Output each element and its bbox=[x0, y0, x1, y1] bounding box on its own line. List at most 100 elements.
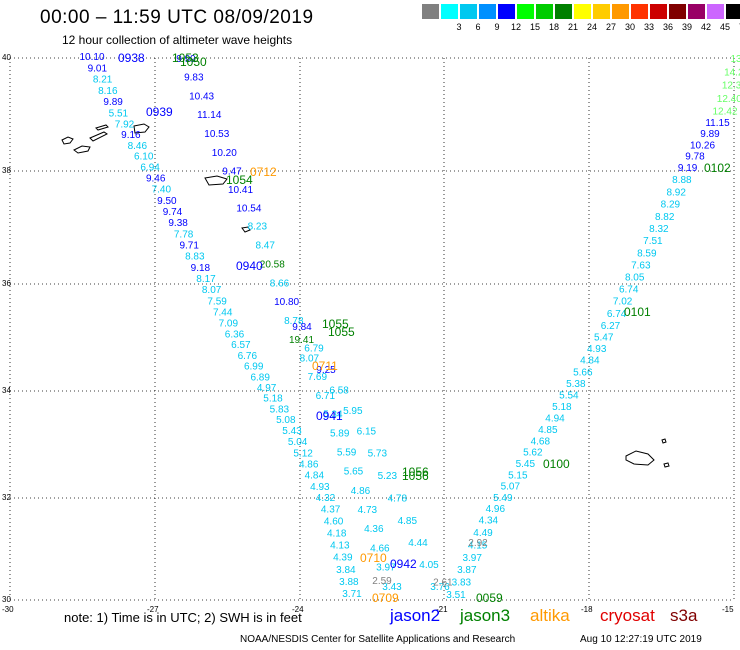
chart-title: 00:00 – 11:59 UTC 08/09/2019 bbox=[40, 7, 314, 28]
swh-value: 5.89 bbox=[330, 429, 350, 440]
swh-value: 4.85 bbox=[538, 425, 558, 436]
swh-value: 5.65 bbox=[344, 467, 364, 478]
swh-value: 7.63 bbox=[631, 260, 651, 271]
swh-value: 9.46 bbox=[146, 173, 166, 184]
swh-value: 9.16 bbox=[121, 130, 141, 141]
colorbar-swatch bbox=[574, 4, 591, 19]
swh-value: 5.18 bbox=[263, 394, 283, 405]
swh-value: 7.59 bbox=[207, 296, 227, 307]
colorbar-label: 30 bbox=[624, 22, 635, 32]
pass-time-label: 1050 bbox=[180, 55, 207, 69]
colorbar-label: 39 bbox=[681, 22, 692, 32]
swh-value: 4.86 bbox=[299, 459, 319, 470]
island bbox=[95, 124, 109, 131]
legend-s3a: s3a bbox=[670, 606, 698, 625]
colorbar-label: 27 bbox=[605, 22, 616, 32]
colorbar-swatch bbox=[650, 4, 667, 19]
colorbar-swatch bbox=[422, 4, 439, 19]
lon-tick-label: -27 bbox=[147, 605, 159, 614]
island bbox=[625, 450, 655, 466]
swh-value: 9.01 bbox=[88, 63, 108, 74]
pass-time-label: 0941 bbox=[316, 409, 343, 423]
pass-time-label: 1056 bbox=[402, 469, 429, 483]
swh-value: 5.95 bbox=[343, 406, 363, 417]
colorbar-swatch bbox=[669, 4, 686, 19]
track-jason2-desc-3: 9.84 6.79 9.25 6.58 5.95 6.15 5.73 5.23 4.78 4.85… bbox=[292, 322, 450, 593]
swh-value: 5.15 bbox=[508, 470, 528, 481]
pass-time-label: 0100 bbox=[543, 457, 570, 471]
colorbar-label: 42 bbox=[700, 22, 711, 32]
swh-value: 8.66 bbox=[270, 278, 290, 289]
swh-value: 6.58 bbox=[329, 386, 349, 397]
colorbar-label: 33 bbox=[643, 22, 654, 32]
swh-value: 8.83 bbox=[185, 252, 205, 263]
swh-value: 9.99 bbox=[176, 54, 196, 65]
pass-time-label: 0712 bbox=[250, 165, 277, 179]
colorbar-label: 70 bbox=[733, 22, 740, 32]
island bbox=[661, 438, 667, 444]
swh-value: 4.18 bbox=[327, 529, 347, 540]
colorbar-label: 24 bbox=[586, 22, 597, 32]
pass-time-label: 0059 bbox=[476, 591, 503, 605]
swh-value: 8.78 bbox=[284, 316, 304, 327]
swh-value: 5.62 bbox=[523, 448, 543, 459]
island bbox=[204, 175, 228, 186]
swh-value: 6.74 bbox=[607, 309, 627, 320]
swh-value: 8.88 bbox=[672, 175, 692, 186]
swh-value: 10.80 bbox=[274, 297, 299, 308]
swh-value: 4.44 bbox=[408, 538, 428, 549]
altimeter-tracks: 10.109.018.218.169.895.517.929.168.466.1… bbox=[79, 52, 740, 601]
swh-value: 5.47 bbox=[594, 333, 614, 344]
swh-value: 5.73 bbox=[368, 449, 388, 460]
swh-value: 4.96 bbox=[486, 504, 506, 515]
swh-value: 4.66 bbox=[370, 543, 390, 554]
swh-value: 4.36 bbox=[364, 524, 384, 535]
colorbar-swatch bbox=[460, 4, 477, 19]
swh-value: 3.71 bbox=[342, 589, 362, 600]
colorbar-swatch bbox=[517, 4, 534, 19]
track-jason3-asc: 13 14.2 12.3 12.40 12.4211.159.8910.269.789.… bbox=[446, 54, 740, 601]
lon-tick-label: -24 bbox=[292, 605, 304, 614]
swh-value: 7.40 bbox=[152, 185, 172, 196]
swh-value: 4.97 bbox=[257, 383, 277, 394]
swh-value: 4.86 bbox=[351, 486, 371, 497]
swh-value: 4.37 bbox=[321, 504, 341, 515]
azores-islands bbox=[61, 123, 670, 468]
swh-value: 10.41 bbox=[228, 185, 253, 196]
swh-value: 5.04 bbox=[288, 437, 308, 448]
swh-value: 9.71 bbox=[179, 240, 199, 251]
swh-value: 10.20 bbox=[212, 148, 237, 159]
swh-value: 3.43 bbox=[382, 582, 402, 593]
swh-value: 4.49 bbox=[473, 528, 493, 539]
swh-value: 4.32 bbox=[316, 493, 336, 504]
swh-value: 8.59 bbox=[637, 248, 657, 259]
swh-value: 5.54 bbox=[559, 391, 579, 402]
swh-value: 13 bbox=[730, 54, 740, 65]
colorbar-swatch bbox=[707, 4, 724, 19]
pass-time-label: 0940 bbox=[236, 259, 263, 273]
colorbar-swatch bbox=[688, 4, 705, 19]
swh-value: 19.41 bbox=[289, 335, 314, 346]
swh-value: 6.27 bbox=[601, 321, 621, 332]
swh-value: 3.87 bbox=[457, 565, 477, 576]
swh-value: 5.43 bbox=[282, 426, 302, 437]
swh-value: 5.83 bbox=[270, 404, 290, 415]
swh-value: 2.59 bbox=[372, 576, 392, 587]
swh-value: 5.59 bbox=[337, 448, 357, 459]
swh-value: 7.44 bbox=[213, 307, 233, 318]
legend-cryosat: cryosat bbox=[600, 606, 655, 625]
swh-value: 8.16 bbox=[98, 86, 118, 97]
swh-value: 3.97 bbox=[462, 553, 482, 564]
swh-value: 5.66 bbox=[573, 367, 593, 378]
swh-value: 4.73 bbox=[358, 505, 378, 516]
swh-value: 5.49 bbox=[493, 493, 513, 504]
swh-value: 5.07 bbox=[501, 482, 521, 493]
lat-tick-label: 30 bbox=[2, 595, 11, 604]
legend-jason2: jason2 bbox=[390, 606, 441, 625]
swh-value: 8.21 bbox=[93, 75, 113, 86]
swh-value: 9.83 bbox=[184, 73, 204, 84]
swh-value: 7.69 bbox=[308, 372, 328, 383]
swh-value: 14.2 bbox=[724, 67, 740, 78]
